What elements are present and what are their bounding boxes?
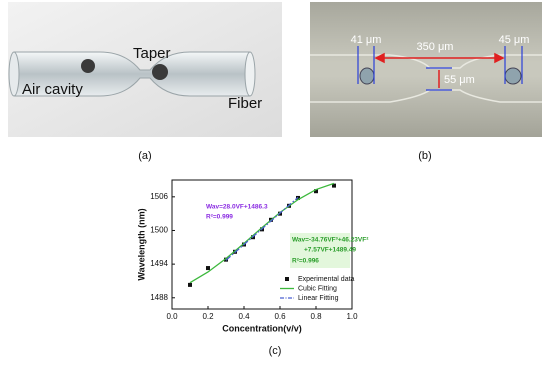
x-tick-label: 0.8 xyxy=(310,312,322,321)
x-tick-label: 0.2 xyxy=(202,312,214,321)
annotation: R²=0.996 xyxy=(292,258,319,265)
panel-b-background xyxy=(310,2,542,137)
legend-label: Linear Fitting xyxy=(298,295,339,302)
fiber-end xyxy=(8,51,20,97)
air-cavity xyxy=(359,67,375,85)
air-cavity xyxy=(81,59,95,73)
arrows xyxy=(374,52,505,88)
x-tick-label: 0.0 xyxy=(166,312,178,321)
label: 41 μm xyxy=(351,34,382,46)
air-cavity xyxy=(152,64,168,80)
data-point xyxy=(332,183,336,188)
annotation: Wav=28.0VF+1486.3 xyxy=(206,204,268,211)
y-axis-label: Wavelength (nm) xyxy=(136,208,146,280)
air-cavity xyxy=(504,67,522,85)
y-tick-label: 1506 xyxy=(150,192,168,201)
x-tick-label: 1.0 xyxy=(346,312,358,321)
label: Taper xyxy=(133,45,171,62)
y-tick-label: 1488 xyxy=(150,293,168,302)
label: 350 μm xyxy=(417,41,454,53)
legend-label: Cubic Fitting xyxy=(298,285,337,292)
caption: (b) xyxy=(418,150,431,162)
label: 55 μm xyxy=(444,74,475,86)
caption: (c) xyxy=(269,345,282,357)
fit-line xyxy=(189,182,335,284)
legend-marker xyxy=(285,277,289,281)
label: 45 μm xyxy=(499,34,530,46)
x-tick-label: 0.4 xyxy=(238,312,250,321)
label: Air cavity xyxy=(22,81,83,98)
annotation: Wav=-34.76VF³+46.23VF² xyxy=(292,237,369,244)
x-axis-label: Concentration(v/v) xyxy=(222,323,302,333)
fiber-end xyxy=(244,51,256,97)
legend-label: Experimental data xyxy=(298,276,355,283)
annotation-box xyxy=(290,233,350,268)
data-point xyxy=(206,266,210,271)
data-point xyxy=(314,189,318,194)
annotation: +7.57VF+1489.49 xyxy=(304,247,356,254)
data-point xyxy=(188,282,192,287)
label: Fiber xyxy=(228,95,262,112)
annotation: R²=0.999 xyxy=(206,214,233,221)
y-tick-label: 1500 xyxy=(150,226,168,235)
fit-line xyxy=(225,196,299,261)
x-tick-label: 0.6 xyxy=(274,312,286,321)
markers xyxy=(357,46,523,91)
y-tick-label: 1494 xyxy=(150,259,168,268)
caption: (a) xyxy=(138,150,151,162)
plot-frame xyxy=(171,179,353,310)
